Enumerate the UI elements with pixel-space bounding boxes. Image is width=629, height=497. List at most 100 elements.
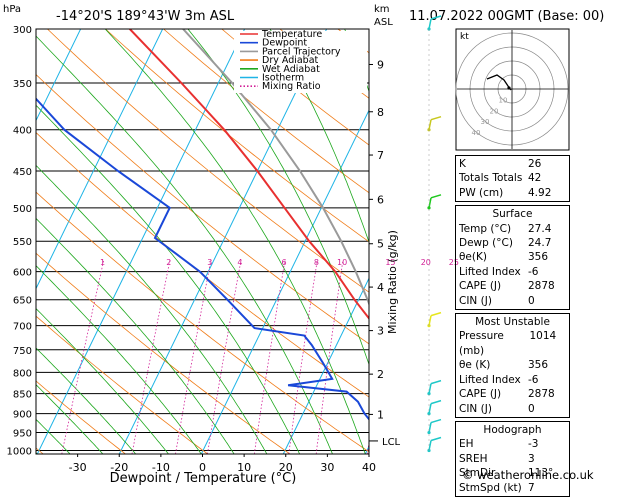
wind-barb-flag <box>431 401 441 404</box>
altitude-tick-label: 8 <box>377 106 384 119</box>
dry-adiabat-line <box>571 29 629 454</box>
hodograph-ring-label: 40 <box>472 129 481 137</box>
mixing-ratio-line <box>405 260 426 454</box>
mixing-ratio-label: 6 <box>281 258 286 267</box>
pressure-tick-label: 550 <box>13 237 32 248</box>
footer-copyright: © weatheronline.co.uk <box>462 468 594 482</box>
mixing-ratio-label: 3 <box>207 258 212 267</box>
index-value: 26 <box>528 157 566 171</box>
surface-label: Dewp (°C) <box>459 236 513 250</box>
pressure-tick-label: 950 <box>13 429 32 440</box>
pressure-tick-label: 900 <box>13 410 32 421</box>
pressure-tick-label: 600 <box>13 268 32 279</box>
hodograph-kt-label: kt <box>460 32 469 42</box>
surface-label: Lifted Index <box>459 265 521 279</box>
hodo-table-label: SREH <box>459 452 488 466</box>
surface-value: 27.4 <box>528 222 566 236</box>
pressure-tick-label: 450 <box>13 167 32 178</box>
unstable-label: CIN (J) <box>459 402 492 416</box>
mixing-ratio-label: 4 <box>237 258 242 267</box>
wind-barb <box>427 381 441 396</box>
surface-row: CAPE (J) 2878 <box>459 279 566 293</box>
hodo-table-value: 3 <box>528 452 566 466</box>
index-label: Totals Totals <box>459 171 522 185</box>
hodo-table-value: -3 <box>528 437 566 451</box>
unstable-label: CAPE (J) <box>459 387 501 401</box>
surface-row: CIN (J)0 <box>459 294 566 308</box>
altitude-tick-label: 7 <box>377 149 384 162</box>
hodograph-ring-label: 30 <box>481 118 490 126</box>
hodograph-ring-label: 10 <box>499 97 508 105</box>
mixing-ratio-label: 2 <box>166 258 171 267</box>
altitude-tick-label: 1 <box>377 408 384 421</box>
pressure-tick-label: 800 <box>13 368 32 379</box>
x-axis-label: Dewpoint / Temperature (°C) <box>110 471 297 486</box>
mixing-ratio-label: 10 <box>337 258 347 267</box>
skewt-page: -14°20'S 189°43'W 3m ASL 11.07.2022 00GM… <box>0 0 629 486</box>
surface-value: -6 <box>528 265 566 279</box>
hodo-table-value: 7 <box>528 481 566 495</box>
index-value: 4.92 <box>528 186 566 200</box>
wind-barb-flag <box>431 438 441 441</box>
surface-label: Temp (°C) <box>459 222 511 236</box>
surface-row: θe(K) 356 <box>459 250 566 264</box>
surface-row: Dewp (°C)24.7 <box>459 236 566 250</box>
hodo-table-row: StmSpd (kt) 7 <box>459 481 566 495</box>
surface-value: 0 <box>528 294 566 308</box>
unstable-value: 356 <box>528 358 566 372</box>
unstable-value: 1014 <box>529 329 566 358</box>
surface-row: Lifted Index -6 <box>459 265 566 279</box>
altitude-tick-label: 6 <box>377 193 384 206</box>
mixing-ratio-line <box>254 260 285 454</box>
hodograph-ring-label: 20 <box>490 107 499 115</box>
hodograph-storm-motion <box>507 86 510 89</box>
altitude-unit-km: km <box>374 4 390 15</box>
mixing-ratio-line <box>435 260 454 454</box>
unstable-row: CAPE (J) 2878 <box>459 387 566 401</box>
pressure-tick-label: 1000 <box>7 447 32 458</box>
unstable-value: 2878 <box>528 387 566 401</box>
unstable-label: θe (K) <box>459 358 490 372</box>
index-row-pw: PW (cm) 4.92 <box>459 186 566 200</box>
altitude-tick-label: 2 <box>377 368 384 381</box>
mixing-ratio-line <box>176 260 212 454</box>
pressure-tick-label: 400 <box>13 126 32 137</box>
wind-barb-flag <box>431 313 441 316</box>
header-location: -14°20'S 189°43'W 3m ASL <box>56 9 235 24</box>
pressure-tick-label: 750 <box>13 346 32 357</box>
unstable-label: Pressure (mb) <box>459 329 529 358</box>
surface-value: 2878 <box>528 279 566 293</box>
wind-barb-flag <box>431 195 441 198</box>
pressure-tick-label: 850 <box>13 390 32 401</box>
wind-barb-base <box>427 431 430 434</box>
pressure-tick-label: 700 <box>13 322 32 333</box>
mixing-ratio-axis-label: Mixing Ratio (g/kg) <box>386 230 399 334</box>
unstable-title: Most Unstable <box>459 315 566 329</box>
surface-label: CAPE (J) <box>459 279 501 293</box>
index-label: PW (cm) <box>459 186 503 200</box>
pressure-tick-label: 650 <box>13 296 32 307</box>
surface-label: θe(K) <box>459 250 487 264</box>
unstable-box: Most Unstable Pressure (mb)1014 θe (K) 35… <box>455 313 570 418</box>
surface-row: Temp (°C) 27.4 <box>459 222 566 236</box>
wind-barb-flag <box>431 420 441 423</box>
unstable-row: CIN (J)0 <box>459 402 566 416</box>
unstable-row: Pressure (mb)1014 <box>459 329 566 358</box>
hodo-table-row: SREH 3 <box>459 452 566 466</box>
altitude-tick-label: 5 <box>377 238 384 251</box>
surface-title: Surface <box>459 207 566 221</box>
mixing-ratio-line <box>62 260 104 454</box>
isotherm-line <box>611 29 629 454</box>
surface-value: 356 <box>528 250 566 264</box>
altitude-tick-label: 9 <box>377 58 384 71</box>
legend-label: Mixing Ratio <box>262 81 321 92</box>
unstable-value: -6 <box>528 373 566 387</box>
hodo-table-label: StmSpd (kt) <box>459 481 522 495</box>
temp-tick-label: -30 <box>69 461 87 474</box>
altitude-unit-asl: ASL <box>374 17 393 28</box>
wind-barb-flag <box>431 381 441 384</box>
